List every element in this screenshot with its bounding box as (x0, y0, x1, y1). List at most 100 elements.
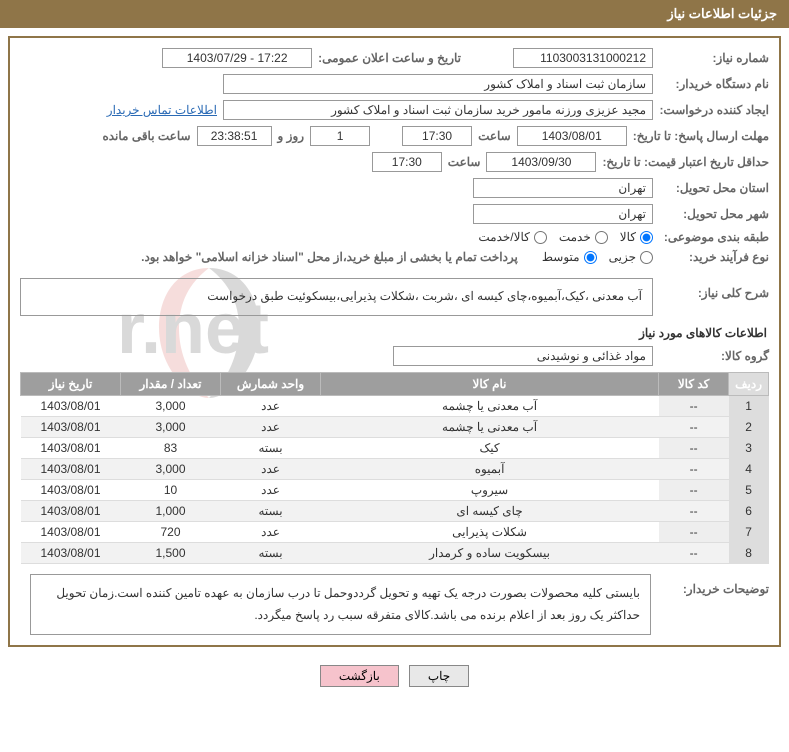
process-medium-label: متوسط (542, 250, 580, 264)
delivery-city-value: تهران (473, 204, 653, 224)
need-number-label: شماره نیاز: (659, 51, 769, 65)
delivery-province-value: تهران (473, 178, 653, 198)
process-medium-radio[interactable] (584, 251, 597, 264)
table-row: 8--بیسکویت ساده و کرمداربسته1,5001403/08… (21, 543, 769, 564)
category-both-option[interactable]: کالا/خدمت (478, 230, 546, 244)
cell-row: 4 (729, 459, 769, 480)
table-row: 3--کیکبسته831403/08/01 (21, 438, 769, 459)
cell-unit: عدد (221, 522, 321, 543)
countdown-suffix: ساعت باقی مانده (102, 129, 190, 143)
process-minor-option[interactable]: جزیی (609, 250, 653, 264)
table-row: 1--آب معدنی یا چشمهعدد3,0001403/08/01 (21, 396, 769, 417)
validity-date: 1403/09/30 (486, 152, 596, 172)
cell-unit: بسته (221, 543, 321, 564)
th-code: کد کالا (659, 373, 729, 396)
cell-name: شکلات پذیرایی (321, 522, 659, 543)
cell-qty: 3,000 (121, 417, 221, 438)
cell-name: آبمیوه (321, 459, 659, 480)
category-goods-label: کالا (620, 230, 636, 244)
th-name: نام کالا (321, 373, 659, 396)
cell-name: بیسکویت ساده و کرمدار (321, 543, 659, 564)
cell-name: چای کیسه ای (321, 501, 659, 522)
requester-label: ایجاد کننده درخواست: (659, 103, 769, 117)
footer-buttons: چاپ بازگشت (0, 655, 789, 693)
main-panel: Arlalender.net شماره نیاز: 1103003131000… (8, 36, 781, 647)
process-radio-group: جزیی متوسط (542, 250, 653, 264)
category-both-label: کالا/خدمت (478, 230, 529, 244)
process-minor-label: جزیی (609, 250, 636, 264)
items-table-header-row: ردیف کد کالا نام کالا واحد شمارش تعداد /… (21, 373, 769, 396)
cell-qty: 3,000 (121, 396, 221, 417)
cell-date: 1403/08/01 (21, 459, 121, 480)
cell-date: 1403/08/01 (21, 396, 121, 417)
cell-code: -- (659, 543, 729, 564)
table-row: 6--چای کیسه ایبسته1,0001403/08/01 (21, 501, 769, 522)
days-and-label: روز و (278, 129, 305, 143)
cell-row: 7 (729, 522, 769, 543)
process-minor-radio[interactable] (640, 251, 653, 264)
print-button[interactable]: چاپ (409, 665, 469, 687)
row-validity: حداقل تاریخ اعتبار قیمت: تا تاریخ: 1403/… (20, 152, 769, 172)
cell-code: -- (659, 438, 729, 459)
category-goods-radio[interactable] (640, 231, 653, 244)
cell-date: 1403/08/01 (21, 522, 121, 543)
cell-code: -- (659, 480, 729, 501)
category-service-radio[interactable] (595, 231, 608, 244)
goods-group-label: گروه کالا: (659, 349, 769, 363)
cell-date: 1403/08/01 (21, 438, 121, 459)
buyer-org-value: سازمان ثبت اسناد و املاک کشور (223, 74, 653, 94)
row-need-desc: شرح کلی نیاز: آب معدنی ،کیک،آبمیوه،چای ک… (20, 278, 769, 316)
row-goods-group: گروه کالا: مواد غذائی و نوشیدنی (20, 346, 769, 366)
process-type-label: نوع فرآیند خرید: (659, 250, 769, 264)
cell-qty: 3,000 (121, 459, 221, 480)
goods-info-title: اطلاعات کالاهای مورد نیاز (22, 326, 767, 340)
th-row: ردیف (729, 373, 769, 396)
cell-code: -- (659, 459, 729, 480)
items-table: ردیف کد کالا نام کالا واحد شمارش تعداد /… (20, 372, 769, 564)
reply-deadline-time: 17:30 (402, 126, 472, 146)
category-radio-group: کالا خدمت کالا/خدمت (478, 230, 653, 244)
validity-time: 17:30 (372, 152, 442, 172)
cell-code: -- (659, 417, 729, 438)
contact-buyer-link[interactable]: اطلاعات تماس خریدار (107, 103, 217, 117)
process-medium-option[interactable]: متوسط (542, 250, 597, 264)
need-number-value: 1103003131000212 (513, 48, 653, 68)
category-both-radio[interactable] (534, 231, 547, 244)
th-unit: واحد شمارش (221, 373, 321, 396)
th-date: تاریخ نیاز (21, 373, 121, 396)
cell-row: 5 (729, 480, 769, 501)
payment-note: پرداخت تمام یا بخشی از مبلغ خرید،از محل … (141, 250, 518, 264)
row-buyer-notes: توضیحات خریدار: بایستی کلیه محصولات بصور… (20, 574, 769, 635)
cell-name: آب معدنی یا چشمه (321, 417, 659, 438)
row-need-number: شماره نیاز: 1103003131000212 تاریخ و ساع… (20, 48, 769, 68)
table-row: 2--آب معدنی یا چشمهعدد3,0001403/08/01 (21, 417, 769, 438)
row-process-type: نوع فرآیند خرید: جزیی متوسط پرداخت تمام … (20, 250, 769, 264)
reply-deadline-date: 1403/08/01 (517, 126, 627, 146)
cell-row: 1 (729, 396, 769, 417)
cell-unit: بسته (221, 501, 321, 522)
table-row: 5--سیروپعدد101403/08/01 (21, 480, 769, 501)
cell-qty: 10 (121, 480, 221, 501)
cell-unit: عدد (221, 480, 321, 501)
cell-name: سیروپ (321, 480, 659, 501)
cell-code: -- (659, 522, 729, 543)
reply-deadline-label: مهلت ارسال پاسخ: تا تاریخ: (633, 129, 769, 143)
cell-row: 2 (729, 417, 769, 438)
category-service-option[interactable]: خدمت (559, 230, 608, 244)
cell-unit: عدد (221, 459, 321, 480)
cell-unit: عدد (221, 396, 321, 417)
cell-code: -- (659, 501, 729, 522)
cell-row: 6 (729, 501, 769, 522)
cell-qty: 720 (121, 522, 221, 543)
cell-qty: 1,000 (121, 501, 221, 522)
back-button[interactable]: بازگشت (320, 665, 399, 687)
cell-qty: 83 (121, 438, 221, 459)
cell-date: 1403/08/01 (21, 501, 121, 522)
row-reply-deadline: مهلت ارسال پاسخ: تا تاریخ: 1403/08/01 سا… (20, 126, 769, 146)
buyer-org-label: نام دستگاه خریدار: (659, 77, 769, 91)
cell-row: 3 (729, 438, 769, 459)
validity-label: حداقل تاریخ اعتبار قیمت: تا تاریخ: (602, 155, 769, 169)
category-goods-option[interactable]: کالا (620, 230, 653, 244)
cell-unit: عدد (221, 417, 321, 438)
cell-date: 1403/08/01 (21, 543, 121, 564)
